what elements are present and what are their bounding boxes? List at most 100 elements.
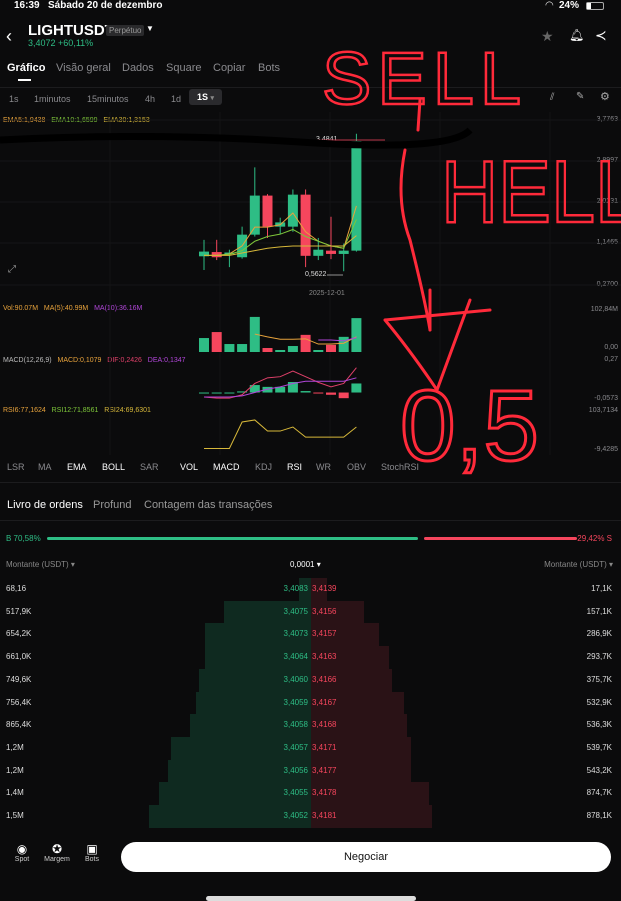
tab-dados[interactable]: Dados <box>122 62 154 74</box>
symbol-dropdown-icon[interactable]: ▼ <box>146 24 154 33</box>
ask-price: 3,4156 <box>312 606 337 616</box>
ask-depth-bar <box>311 691 405 715</box>
right-amount-header[interactable]: Montante (USDT) ▾ <box>544 560 613 569</box>
status-time: 16:39 <box>14 0 40 11</box>
ind-wr[interactable]: WR <box>316 462 331 472</box>
vol-ma5-line <box>254 333 357 345</box>
annotation-line <box>399 148 432 332</box>
ind-lsr[interactable]: LSR <box>7 462 25 472</box>
symbol-title[interactable]: LIGHTUSDT <box>28 22 114 39</box>
indicator-icon[interactable]: ⫽ <box>550 92 555 103</box>
ind-boll[interactable]: BOLL <box>102 462 126 472</box>
ask-amount: 17,1K <box>591 584 612 593</box>
ask-price: 3,4167 <box>312 697 337 707</box>
bid-price: 3,4075 <box>283 606 308 616</box>
timeframe-4h[interactable]: 4h <box>145 94 156 104</box>
bell-icon[interactable]: 🔔︎ <box>569 28 585 42</box>
settings-gear-icon[interactable]: ⚙ <box>600 91 610 103</box>
star-icon[interactable]: ★ <box>541 28 554 44</box>
timeframe-1s[interactable]: 1s <box>9 94 19 104</box>
ask-depth-bar <box>311 736 411 760</box>
macd-bar <box>262 386 273 393</box>
dif-line <box>203 367 357 399</box>
draw-pencil-icon[interactable]: ✎ <box>576 91 585 102</box>
bid-depth-bar <box>223 600 311 624</box>
macd-axis-top: 0,27 <box>604 356 618 363</box>
timeframe-15m[interactable]: 15minutos <box>87 94 129 104</box>
tab-square[interactable]: Square <box>166 62 202 74</box>
ind-stochrsi[interactable]: StochRSI <box>381 462 420 472</box>
back-icon[interactable]: ‹ <box>6 26 12 46</box>
ind-kdj[interactable]: KDJ <box>255 462 273 472</box>
tab-order-book[interactable]: Livro de ordens <box>7 499 83 511</box>
order-row[interactable]: 1,5M 3,4052 3,4181 878,1K <box>0 805 621 828</box>
order-row[interactable]: 68,16 3,4083 3,4139 17,1K <box>0 578 621 601</box>
order-row[interactable]: 654,2K 3,4073 3,4157 286,9K <box>0 623 621 647</box>
ind-macd[interactable]: MACD <box>213 462 240 472</box>
left-amount-header[interactable]: Montante (USDT) ▾ <box>6 560 75 569</box>
nav-bots[interactable]: ▣ Bots <box>75 842 109 863</box>
tab-visao-geral[interactable]: Visão geral <box>56 62 111 74</box>
ask-amount: 878,1K <box>586 811 612 820</box>
bid-depth-bar <box>199 668 311 692</box>
ask-price: 3,4168 <box>312 720 337 730</box>
ask-price: 3,4166 <box>312 674 337 684</box>
tab-bots[interactable]: Bots <box>258 62 281 74</box>
order-row[interactable]: 1,2M 3,4057 3,4171 539,7K <box>0 736 621 760</box>
vol-ma10-label: MA(10):36.16M <box>94 305 143 312</box>
ask-amount: 539,7K <box>586 742 612 752</box>
margin-label: Margem <box>44 856 70 863</box>
fullscreen-icon[interactable]: ⤢ <box>8 264 16 275</box>
ind-ema[interactable]: EMA <box>67 462 87 472</box>
ind-ma[interactable]: MA <box>38 462 52 472</box>
ask-depth-bar <box>311 805 433 828</box>
candle-body <box>287 194 298 227</box>
volume-bar <box>262 348 273 352</box>
nav-margin[interactable]: ✪ Margem <box>40 842 74 863</box>
bid-price: 3,4073 <box>283 629 308 639</box>
tab-grafico[interactable]: Gráfico <box>7 62 46 74</box>
macd-bar <box>326 392 336 395</box>
ind-sar[interactable]: SAR <box>140 462 159 472</box>
ind-vol[interactable]: VOL <box>180 462 199 472</box>
order-row[interactable]: 517,9K 3,4075 3,4156 157,1K <box>0 600 621 624</box>
rsi24-value: RSI24:69,6301 <box>104 407 151 414</box>
candle-body <box>300 194 311 256</box>
candle-body <box>211 252 222 258</box>
rsi-axis-bottom: -9,4285 <box>594 446 618 453</box>
share-icon[interactable]: ≺ <box>595 27 607 43</box>
macd-title: MACD(12,26,9) <box>3 357 52 364</box>
timeframe-1m[interactable]: 1minutos <box>34 94 71 104</box>
timeframe-1w[interactable]: 1S ▾ <box>189 89 223 105</box>
order-row[interactable]: 1,2M 3,4056 3,4177 543,2K <box>0 759 621 783</box>
ask-amount: 375,7K <box>586 674 612 684</box>
order-row[interactable]: 865,4K 3,4058 3,4168 536,3K <box>0 714 621 738</box>
order-row[interactable]: 1,4M 3,4055 3,4178 874,7K <box>0 782 621 806</box>
ask-amount: 874,7K <box>586 788 612 798</box>
bots-label: Bots <box>84 856 99 863</box>
trade-button[interactable]: Negociar <box>121 842 611 872</box>
nav-spot[interactable]: ◉ Spot <box>5 842 39 863</box>
vol-axis-zero: 0,00 <box>604 344 618 351</box>
tab-copiar[interactable]: Copiar <box>213 62 246 74</box>
order-row[interactable]: 756,4K 3,4059 3,4167 532,9K <box>0 691 621 715</box>
precision-select[interactable]: 0,0001 ▾ <box>290 560 321 569</box>
ind-obv[interactable]: OBV <box>347 462 367 472</box>
ask-amount: 532,9K <box>586 697 612 707</box>
volume-bar <box>237 344 248 352</box>
tab-depth[interactable]: Profund <box>93 499 132 511</box>
bid-depth-bar <box>205 646 311 670</box>
timeframe-1d[interactable]: 1d <box>171 94 182 104</box>
chart-canvas[interactable] <box>0 0 621 480</box>
ask-depth-bar <box>311 759 411 783</box>
last-price: 3,4072 <box>28 38 56 48</box>
tab-trade-count[interactable]: Contagem das transações <box>144 499 273 511</box>
macd-bar <box>275 386 286 393</box>
ask-price: 3,4178 <box>312 788 337 798</box>
bid-price: 3,4057 <box>283 742 308 752</box>
ind-rsi[interactable]: RSI <box>287 462 303 472</box>
candle-body <box>249 195 260 235</box>
order-row[interactable]: 749,6K 3,4060 3,4166 375,7K <box>0 668 621 692</box>
order-row[interactable]: 661,0K 3,4064 3,4163 293,7K <box>0 646 621 670</box>
